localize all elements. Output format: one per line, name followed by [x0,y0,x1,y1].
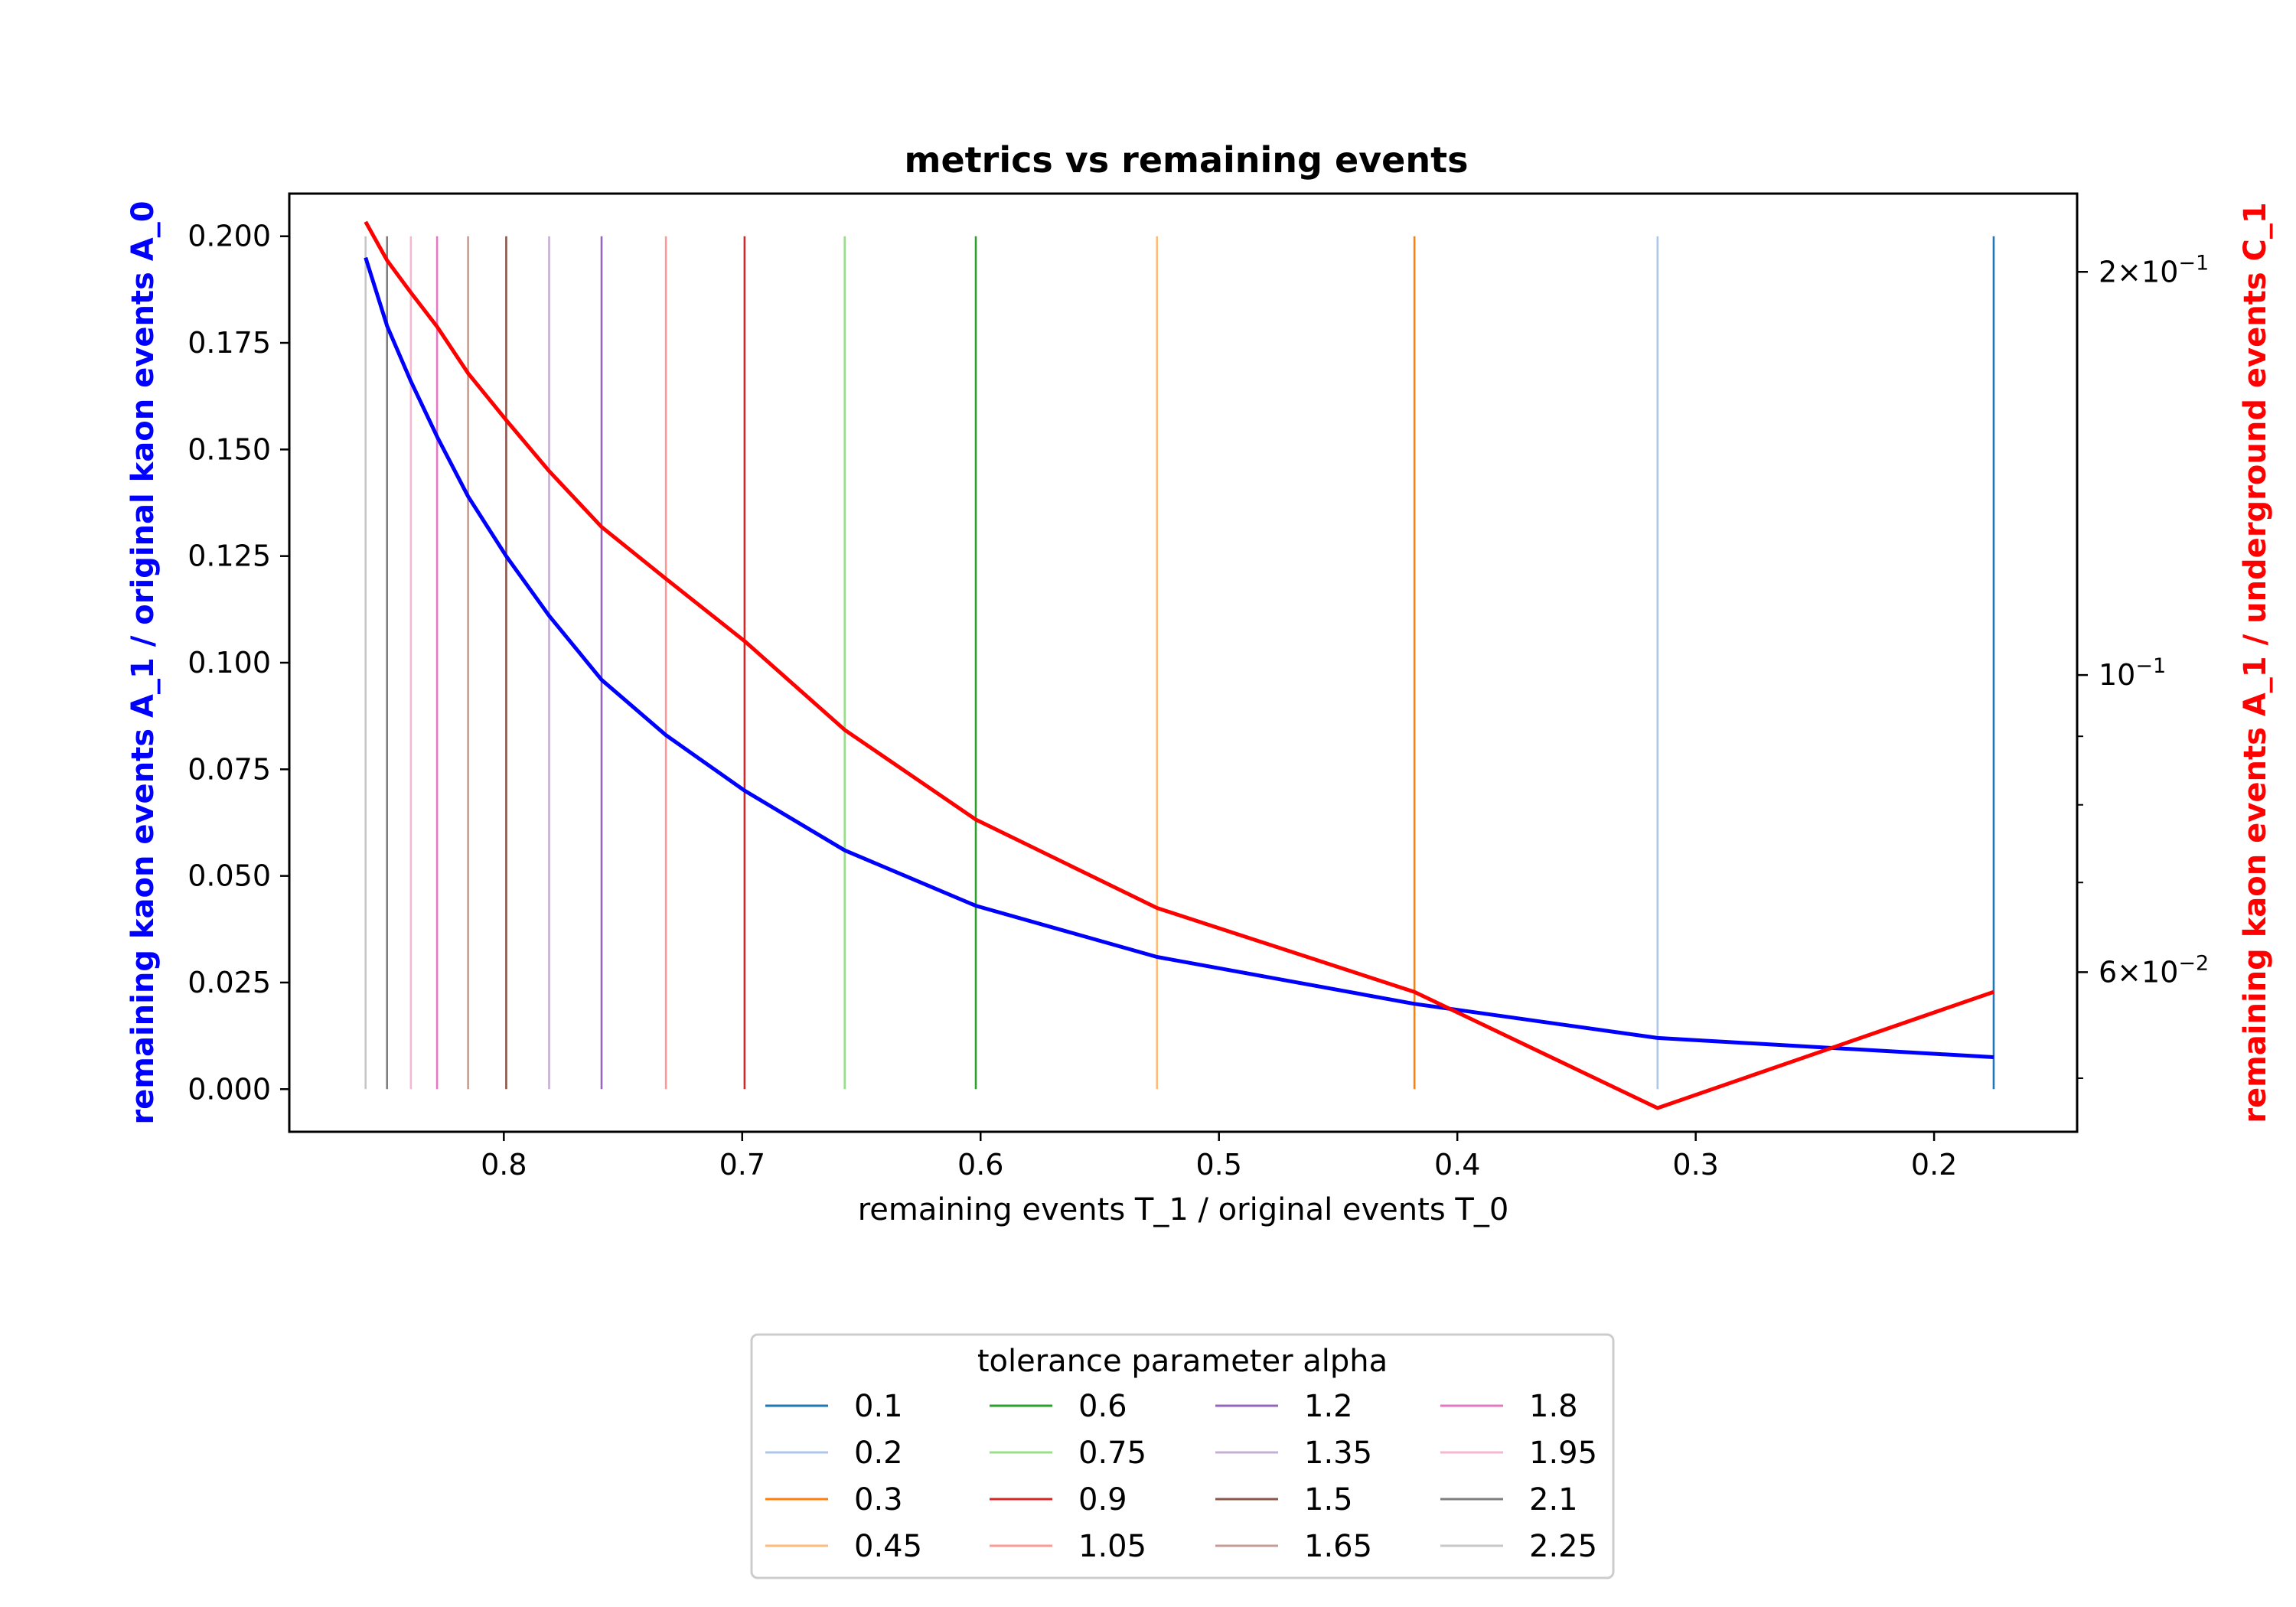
y-left-tick-label: 0.000 [188,1072,271,1106]
legend-title: tolerance parameter alpha [977,1344,1388,1379]
y-left-axis-label: remaining kaon events A_1 / original kao… [126,200,161,1124]
series-lines [364,220,1994,1110]
y-left-tick-label: 0.100 [188,646,271,680]
x-axis-label: remaining events T_1 / original events T… [858,1192,1509,1227]
y-right-axis-label: remaining kaon events A_1 / underground … [2238,202,2273,1123]
legend-label: 1.05 [1078,1529,1146,1564]
legend: tolerance parameter alpha 0.10.20.30.450… [750,1333,1615,1579]
legend-label: 0.6 [1078,1389,1127,1424]
y-left-axis-ticks: 0.000 0.025 0.050 0.075 0.100 0.125 0.150 0.175… [188,220,289,1106]
legend-label: 2.1 [1529,1482,1578,1517]
y-left-tick-label: 0.025 [188,966,271,999]
plot-frame [288,192,2079,1133]
x-tick-label: 0.2 [1911,1148,1957,1182]
legend-label: 1.2 [1304,1389,1353,1424]
x-tick-label: 0.4 [1434,1148,1480,1182]
y-right-tick-label: 6×10−2 [2099,951,2209,989]
legend-label: 1.8 [1529,1389,1578,1424]
y-left-tick-label: 0.200 [188,220,271,253]
legend-label: 1.95 [1529,1436,1597,1471]
x-tick-label: 0.8 [481,1148,527,1182]
y-right-tick-label: 10−1 [2099,654,2166,692]
series-line-left-axis [364,256,1994,1059]
legend-label: 0.9 [1078,1482,1127,1517]
legend-items: 0.1 0.2 0.3 0.45 0.6 0.75 0.9 1.05 1.2 1.35 1.5 1.6… [765,1389,1597,1564]
legend-box [750,1333,1615,1579]
x-tick-label: 0.3 [1672,1148,1718,1182]
y-right-axis-ticks: 2×10−1 10−1 6×10−2 [2077,251,2209,1079]
legend-label: 2.25 [1529,1529,1597,1564]
y-left-tick-label: 0.175 [188,326,271,360]
legend-label: 1.65 [1304,1529,1372,1564]
legend-label: 0.1 [854,1389,903,1424]
legend-label: 0.2 [854,1436,903,1471]
x-tick-label: 0.6 [957,1148,1003,1182]
x-tick-label: 0.7 [719,1148,765,1182]
y-left-tick-label: 0.050 [188,859,271,893]
legend-label: 0.75 [1078,1436,1146,1471]
x-tick-label: 0.5 [1196,1148,1242,1182]
y-left-tick-label: 0.075 [188,752,271,786]
series-line-right-axis [364,220,1994,1110]
x-axis-ticks: 0.8 0.7 0.6 0.5 0.4 0.3 0.2 [481,1132,1957,1182]
legend-label: 0.3 [854,1482,903,1517]
legend-label: 1.35 [1304,1436,1372,1471]
chart-title: metrics vs remaining events [905,139,1469,181]
y-right-tick-label: 2×10−1 [2099,251,2209,288]
legend-label: 0.45 [854,1529,922,1564]
y-left-tick-label: 0.150 [188,432,271,466]
legend-label: 1.5 [1304,1482,1353,1517]
y-left-tick-label: 0.125 [188,539,271,573]
